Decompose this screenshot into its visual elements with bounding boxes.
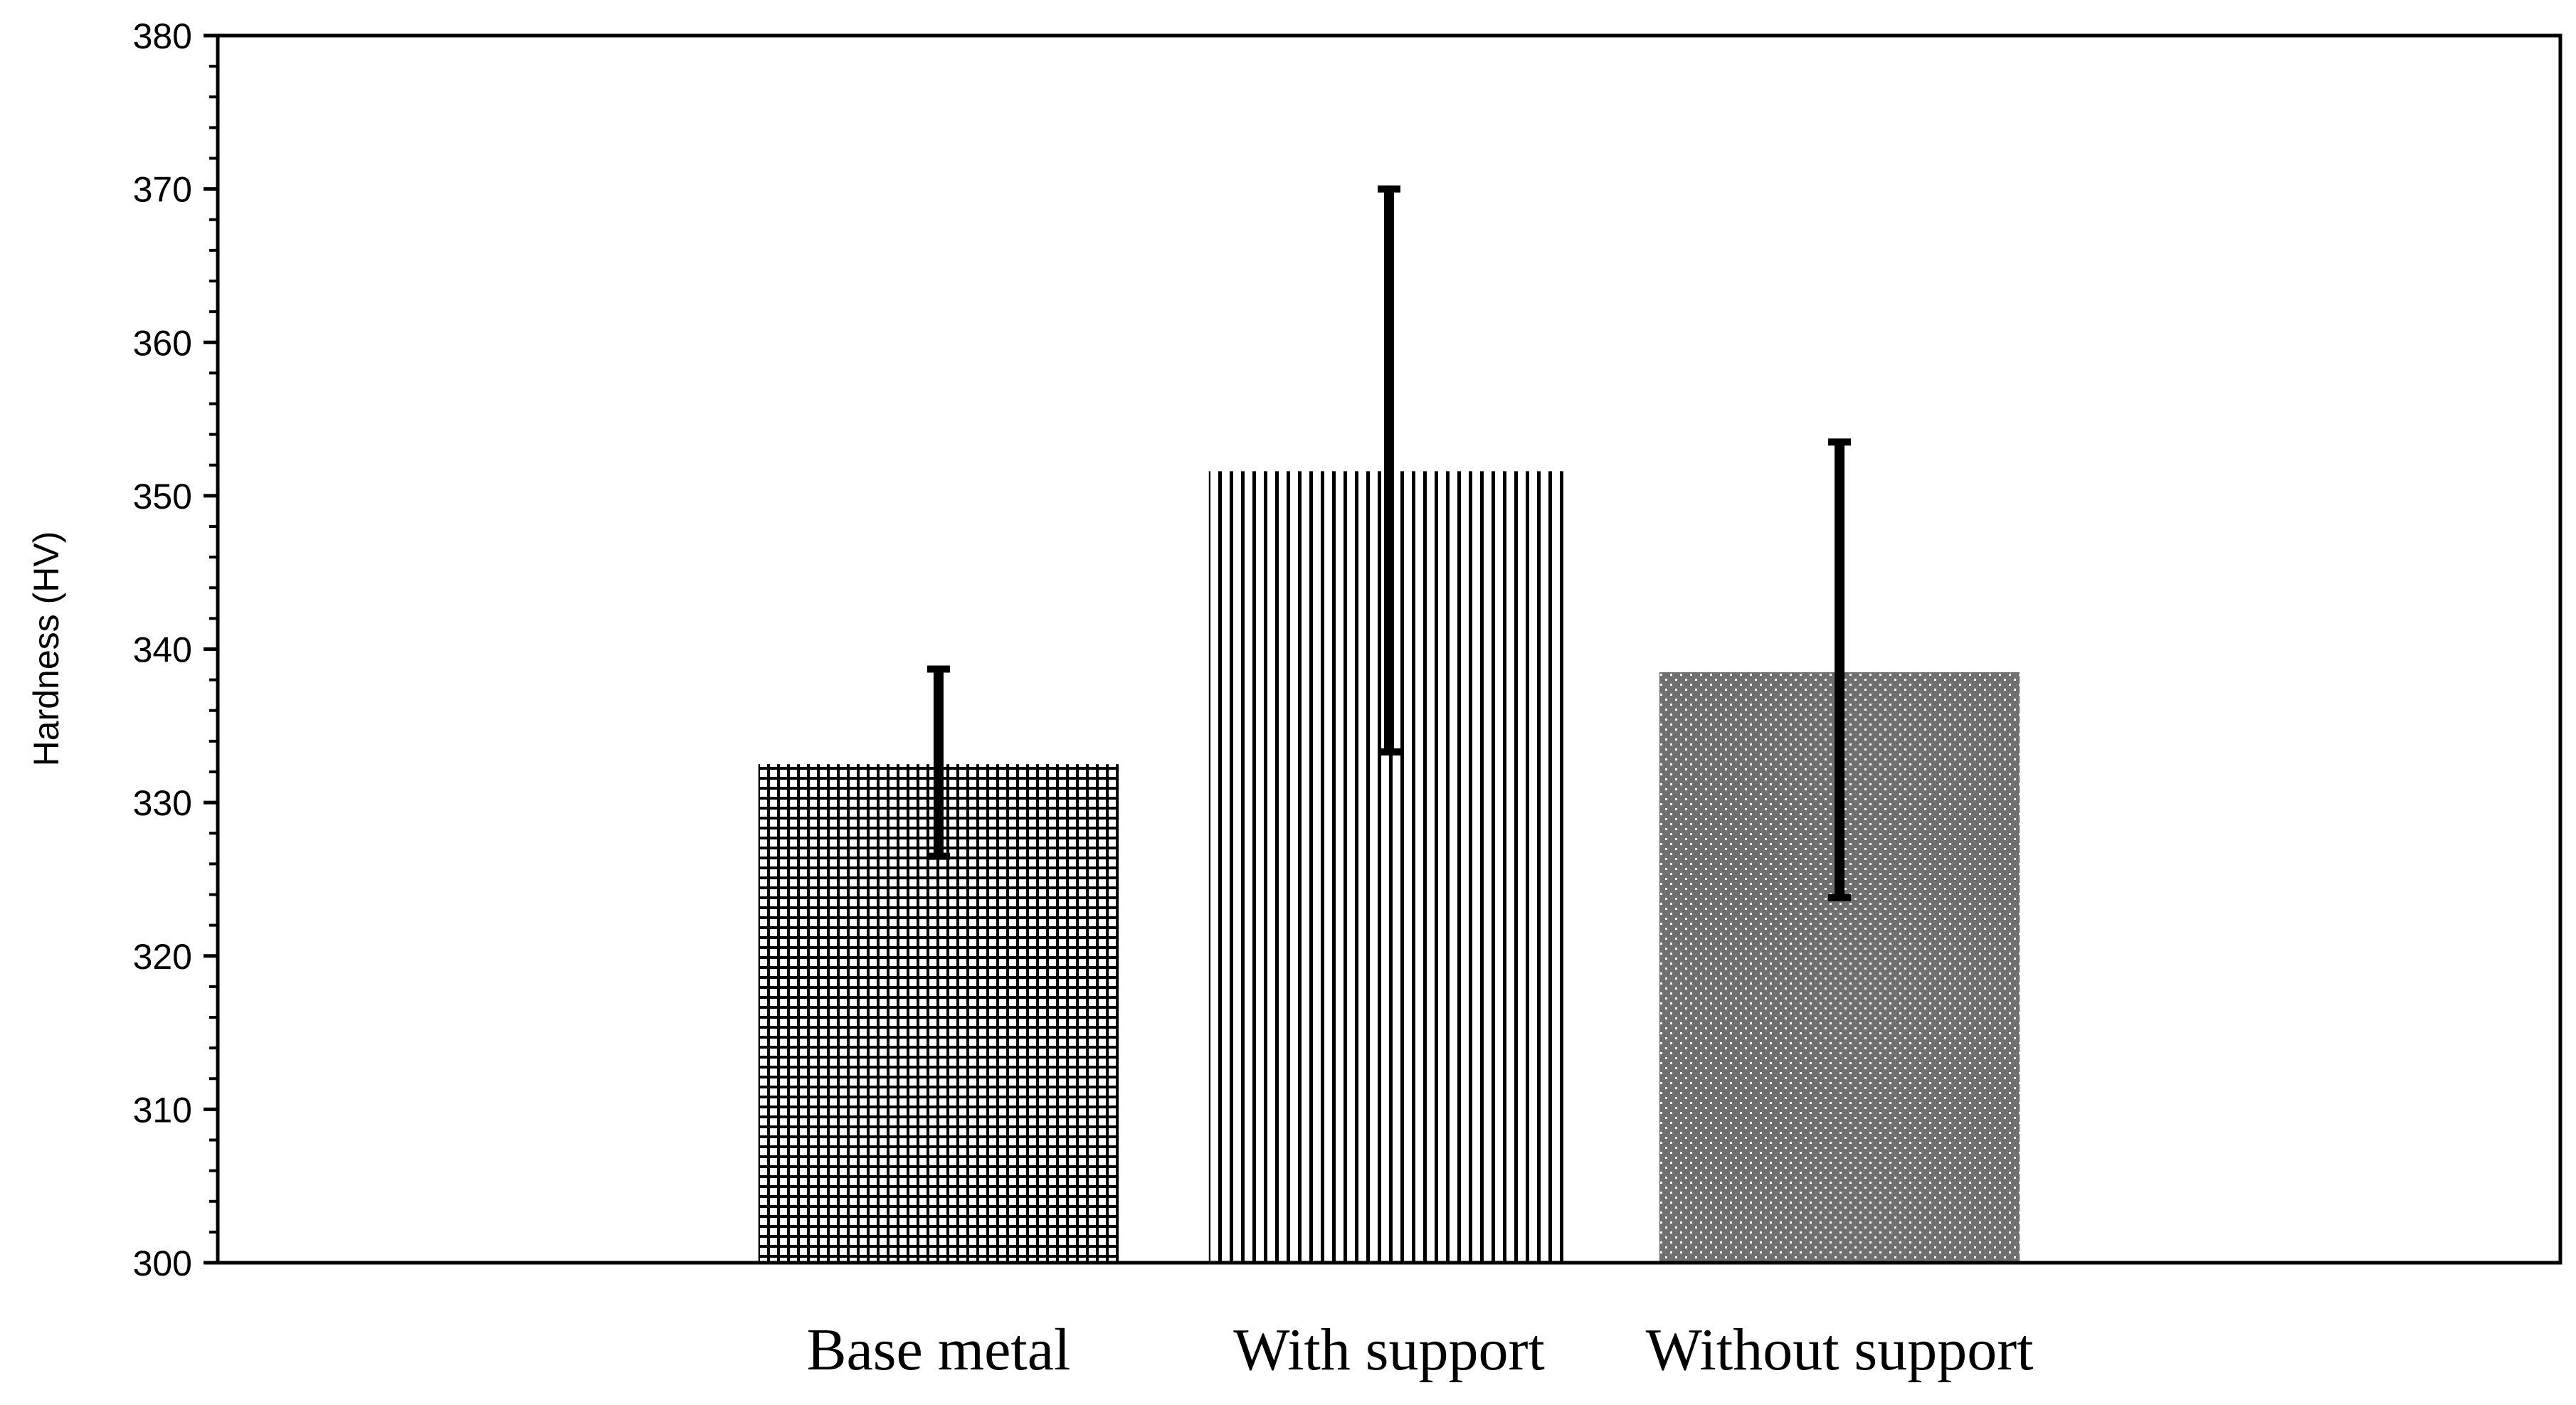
y-axis-title: Hardness (HV) [26, 531, 66, 767]
y-tick-label: 370 [133, 170, 192, 210]
y-tick-label: 310 [133, 1090, 192, 1130]
y-tick-label: 350 [133, 477, 192, 516]
y-tick-label: 320 [133, 937, 192, 977]
y-tick-label: 300 [133, 1244, 192, 1283]
y-tick-label: 340 [133, 630, 192, 670]
x-category-label: Base metal [806, 1317, 1070, 1383]
x-category-label: Without support [1646, 1317, 2034, 1383]
y-tick-label: 360 [133, 323, 192, 363]
x-category-label: With support [1233, 1317, 1545, 1383]
error-bars-layer [927, 185, 1852, 901]
x-category-labels-layer: Base metal With support Without support [806, 1317, 2033, 1383]
y-tick-label: 380 [133, 16, 192, 56]
y-ticks-layer [204, 33, 218, 1265]
y-tick-label: 330 [133, 783, 192, 823]
y-tick-labels-layer: 300 310 320 330 340 350 360 370 380 [133, 16, 192, 1283]
